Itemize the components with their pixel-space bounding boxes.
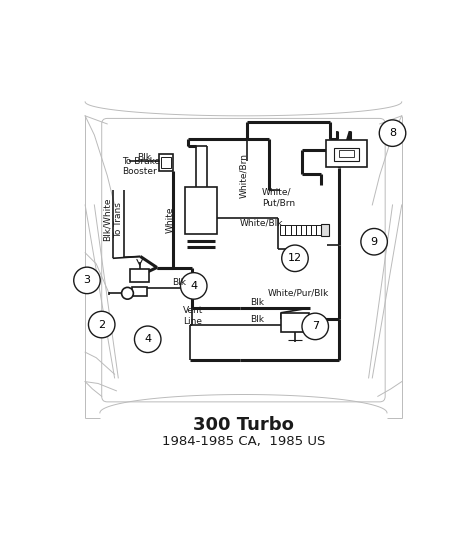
Text: Blk: Blk	[171, 279, 186, 287]
Text: White: White	[166, 206, 175, 233]
Text: 9: 9	[370, 237, 378, 246]
Bar	[162, 157, 171, 168]
Bar	[280, 225, 285, 235]
Bar	[296, 225, 301, 235]
Text: 1984-1985 CA,  1985 US: 1984-1985 CA, 1985 US	[162, 435, 325, 448]
Text: 3: 3	[84, 275, 90, 285]
Bar	[326, 140, 367, 168]
Bar	[159, 155, 173, 171]
Text: To Trans: To Trans	[114, 202, 124, 237]
Text: Blk: Blk	[250, 315, 265, 323]
Circle shape	[302, 313, 329, 340]
Bar	[316, 225, 322, 235]
Circle shape	[180, 273, 207, 299]
Text: Blk/White: Blk/White	[103, 198, 112, 242]
Circle shape	[88, 311, 115, 338]
Bar	[311, 225, 316, 235]
Circle shape	[379, 120, 406, 147]
Text: 4: 4	[190, 281, 197, 291]
Circle shape	[134, 326, 161, 353]
Text: White/Pur/Blk: White/Pur/Blk	[267, 288, 329, 297]
Circle shape	[74, 267, 100, 294]
Circle shape	[282, 245, 308, 272]
Text: 12: 12	[288, 253, 302, 263]
Text: To Brake
Booster: To Brake Booster	[122, 157, 160, 176]
Text: 8: 8	[389, 128, 396, 138]
Text: White/Blk: White/Blk	[240, 218, 283, 227]
Bar	[285, 225, 291, 235]
Bar	[185, 186, 217, 234]
Bar	[281, 313, 309, 332]
Text: Vent
Line: Vent Line	[183, 307, 203, 326]
Bar	[322, 224, 329, 236]
Text: 2: 2	[98, 320, 105, 330]
Bar	[132, 287, 147, 296]
Text: Blk: Blk	[137, 153, 151, 162]
Text: White/Brn: White/Brn	[239, 153, 248, 198]
Text: White/
Put/Brn: White/ Put/Brn	[262, 188, 295, 207]
Text: 7: 7	[312, 322, 319, 331]
Circle shape	[361, 228, 388, 255]
Bar	[301, 225, 306, 235]
Bar	[339, 150, 354, 157]
Text: 4: 4	[144, 335, 151, 344]
Bar	[291, 225, 296, 235]
Text: Blk: Blk	[250, 298, 265, 307]
Bar	[306, 225, 311, 235]
Circle shape	[122, 287, 133, 299]
Bar	[131, 269, 149, 282]
Text: 300 Turbo: 300 Turbo	[193, 416, 294, 434]
Bar	[333, 148, 360, 161]
